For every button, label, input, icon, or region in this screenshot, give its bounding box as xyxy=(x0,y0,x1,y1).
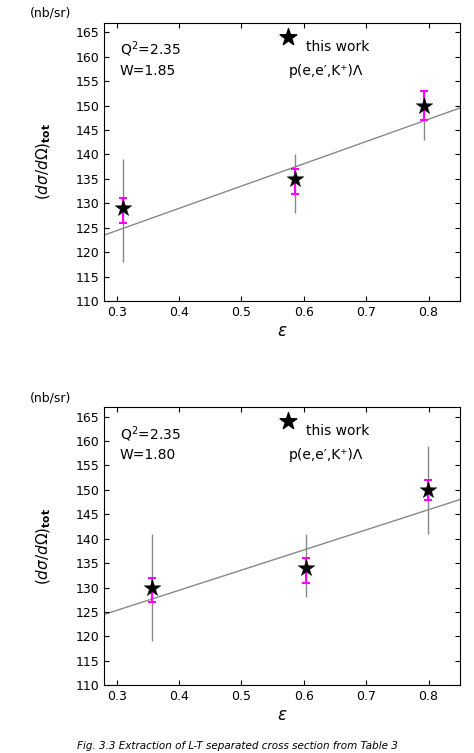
Text: Q$^2$=2.35: Q$^2$=2.35 xyxy=(120,424,181,444)
Point xyxy=(424,484,432,496)
Text: W=1.80: W=1.80 xyxy=(120,448,176,462)
X-axis label: ε: ε xyxy=(278,322,286,340)
Point xyxy=(284,31,292,43)
Text: $(d\sigma/d\Omega)_{\mathbf{tot}}$: $(d\sigma/d\Omega)_{\mathbf{tot}}$ xyxy=(35,508,53,584)
Point xyxy=(420,99,428,111)
Text: (nb/sr): (nb/sr) xyxy=(29,391,71,404)
Point xyxy=(148,581,156,593)
Text: $(d\sigma/d\Omega)_{\mathbf{tot}}$: $(d\sigma/d\Omega)_{\mathbf{tot}}$ xyxy=(35,123,53,200)
Text: p(e,e′,K⁺)Λ: p(e,e′,K⁺)Λ xyxy=(288,64,363,78)
Text: Q$^2$=2.35: Q$^2$=2.35 xyxy=(120,40,181,59)
Point xyxy=(302,562,310,574)
Text: Fig. 3.3 Extraction of L-T separated cross section from Table 3: Fig. 3.3 Extraction of L-T separated cro… xyxy=(77,741,397,751)
Text: this work: this work xyxy=(306,424,369,438)
Point xyxy=(284,416,292,428)
Text: (nb/sr): (nb/sr) xyxy=(29,7,71,20)
X-axis label: ε: ε xyxy=(278,706,286,724)
Text: W=1.85: W=1.85 xyxy=(120,64,176,78)
Text: p(e,e′,K⁺)Λ: p(e,e′,K⁺)Λ xyxy=(288,448,363,462)
Point xyxy=(119,202,127,214)
Point xyxy=(291,173,298,185)
Text: this work: this work xyxy=(306,40,369,53)
